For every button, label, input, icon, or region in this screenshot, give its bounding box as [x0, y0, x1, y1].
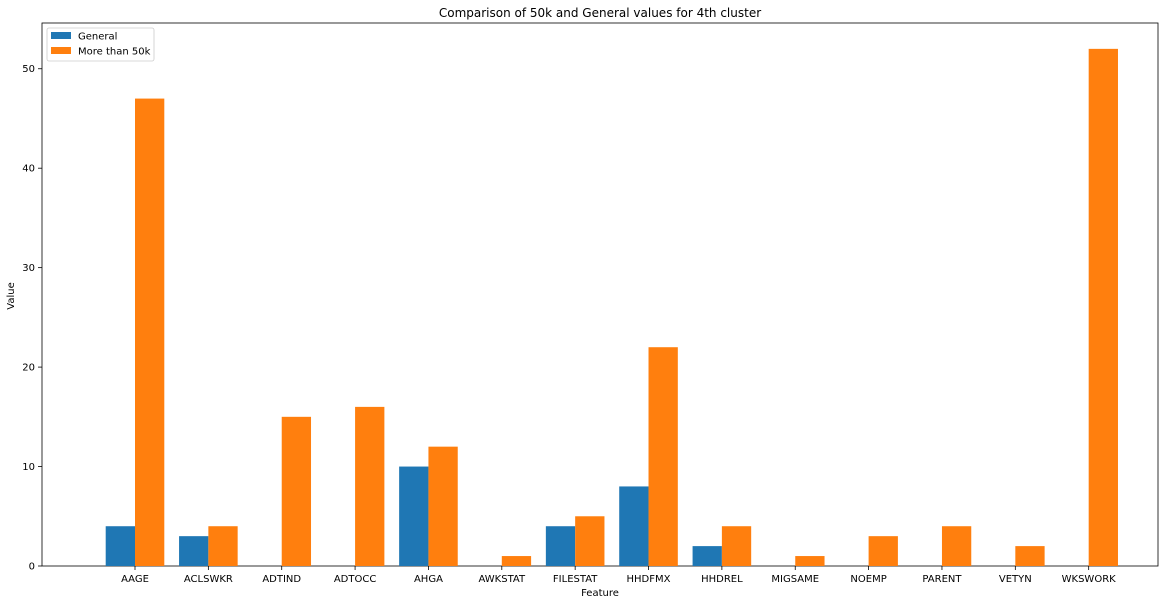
- x-axis-ticks: AAGE ACLSWKR ADTIND ADTOCC AHGA AWKSTAT FILEST…: [121, 566, 1116, 585]
- x-tick-label-vetyn: VETYN: [999, 574, 1032, 585]
- y-tick-label: 40: [22, 164, 35, 175]
- bar-more-than-50k-hhdfmx: [648, 347, 678, 566]
- y-tick-label: 30: [22, 263, 35, 274]
- x-tick-label-adtocc: ADTOCC: [334, 574, 377, 585]
- x-tick-label-awkstat: AWKSTAT: [479, 574, 526, 585]
- y-tick-label: 50: [22, 64, 35, 75]
- y-axis-ticks: 0 10 20 30 40 50: [22, 64, 42, 573]
- bar-more-than-50k-noemp: [868, 536, 898, 566]
- bar-general-hhdfmx: [619, 486, 649, 566]
- legend-swatch-more-than-50k: [51, 47, 71, 54]
- plot-area: [41, 22, 1159, 567]
- bar-general-hhdrel: [692, 546, 722, 566]
- y-tick-label: 10: [22, 462, 35, 473]
- y-tick-label: 0: [29, 562, 35, 573]
- bar-more-than-50k-parent: [941, 526, 972, 566]
- x-tick-label-filestat: FILESTAT: [553, 574, 598, 585]
- bar-more-than-50k-aage: [135, 98, 165, 566]
- x-tick-label-migsame: MIGSAME: [771, 574, 819, 585]
- legend-label-more-than-50k: More than 50k: [78, 47, 151, 58]
- chart-title: Comparison of 50k and General values for…: [439, 6, 761, 20]
- x-tick-label-aclswkr: ACLSWKR: [184, 574, 233, 585]
- y-axis-label: Value: [6, 282, 17, 309]
- bar-general-filestat: [545, 526, 576, 566]
- bar-more-than-50k-migsame: [795, 556, 825, 566]
- bar-more-than-50k-awkstat: [501, 556, 532, 566]
- bar-general-aclswkr: [179, 536, 209, 566]
- x-tick-label-hhdfmx: HHDFMX: [627, 574, 671, 585]
- x-tick-label-adtind: ADTIND: [262, 574, 301, 585]
- legend-label-general: General: [78, 32, 117, 43]
- x-tick-label-ahga: AHGA: [414, 574, 443, 585]
- y-tick-label: 20: [22, 363, 35, 374]
- x-axis-label: Feature: [581, 588, 619, 599]
- x-tick-label-noemp: NOEMP: [850, 574, 886, 585]
- bar-more-than-50k-hhdrel: [721, 526, 752, 566]
- legend: General More than 50k: [46, 27, 155, 62]
- x-tick-label-aage: AAGE: [121, 574, 149, 585]
- bar-more-than-50k-aclswkr: [208, 526, 238, 566]
- bar-more-than-50k-vetyn: [1015, 546, 1045, 566]
- bar-group: [105, 48, 1118, 567]
- bar-general-aage: [105, 526, 135, 566]
- bar-more-than-50k-wkswork: [1088, 48, 1118, 567]
- x-tick-label-wkswork: WKSWORK: [1062, 574, 1117, 585]
- bar-general-ahga: [399, 466, 429, 566]
- bar-more-than-50k-adtocc: [355, 406, 385, 566]
- bar-more-than-50k-filestat: [575, 516, 605, 566]
- x-tick-label-parent: PARENT: [922, 574, 962, 585]
- legend-box: [46, 27, 155, 62]
- legend-swatch-general: [51, 32, 71, 39]
- x-tick-label-hhdrel: HHDREL: [701, 574, 743, 585]
- bar-more-than-50k-adtind: [281, 416, 312, 566]
- bar-more-than-50k-ahga: [428, 446, 458, 566]
